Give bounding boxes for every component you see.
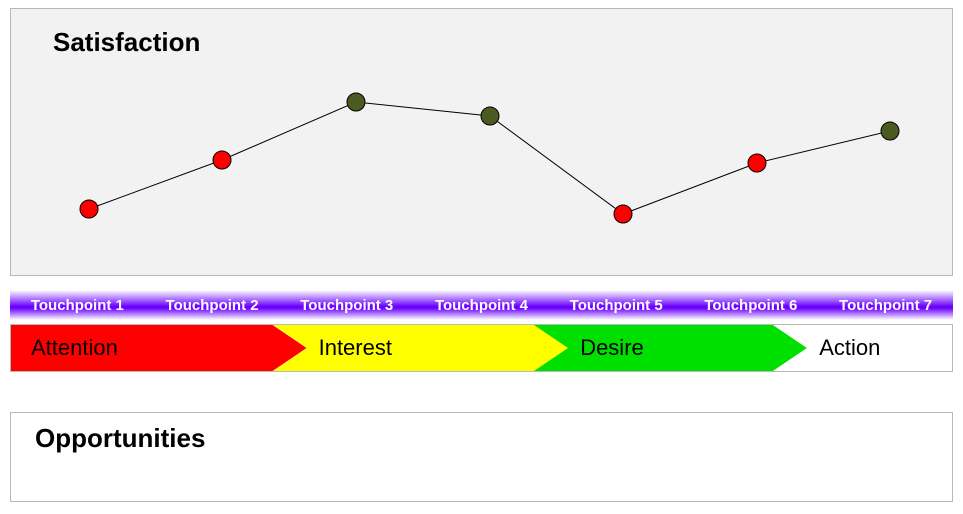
chart-point (347, 93, 365, 111)
stage-label: Action (773, 335, 880, 361)
touchpoint-label: Touchpoint 4 (435, 297, 528, 314)
stage-label: Attention (11, 335, 118, 361)
stage-interest: Interest (273, 325, 535, 371)
touchpoint-label: Touchpoint 1 (31, 297, 124, 314)
chart-point (481, 107, 499, 125)
touchpoint-label: Touchpoint 3 (300, 297, 393, 314)
chart-point (881, 122, 899, 140)
chart-point (213, 151, 231, 169)
chart-point (80, 200, 98, 218)
chart-point (748, 154, 766, 172)
satisfaction-panel: Satisfaction (10, 8, 953, 276)
stages-row: Attention Interest Desire Action (10, 324, 953, 372)
touchpoint-label: Touchpoint 5 (570, 297, 663, 314)
stage-label: Interest (273, 335, 392, 361)
touchpoints-bar: Touchpoint 1 Touchpoint 2 Touchpoint 3 Touc… (10, 290, 953, 320)
touchpoint-label: Touchpoint 7 (839, 297, 932, 314)
stage-attention: Attention (11, 325, 273, 371)
touchpoint-label: Touchpoint 2 (166, 297, 259, 314)
stage-action: Action (773, 325, 952, 371)
satisfaction-chart (11, 9, 954, 277)
chart-point (614, 205, 632, 223)
touchpoint-label: Touchpoint 6 (704, 297, 797, 314)
stage-label: Desire (534, 335, 644, 361)
opportunities-panel: Opportunities (10, 412, 953, 502)
opportunities-title: Opportunities (35, 423, 205, 454)
stage-desire: Desire (534, 325, 773, 371)
